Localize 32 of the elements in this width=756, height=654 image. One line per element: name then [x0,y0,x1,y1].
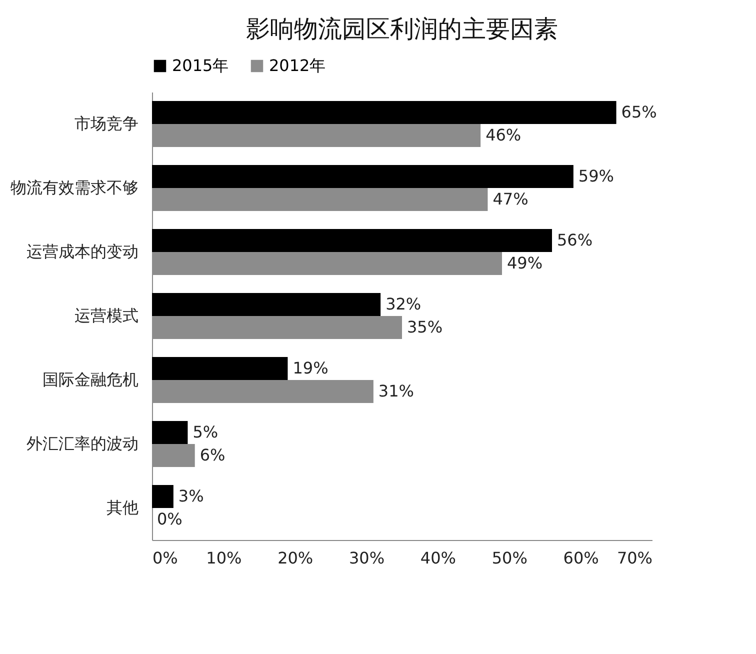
data-label: 32% [386,294,422,314]
y-tick-label: 运营成本的变动 [26,242,138,261]
x-tick-label: 20% [278,548,314,568]
data-label: 5% [192,422,218,442]
data-label: 65% [621,102,657,122]
x-tick-label: 10% [206,548,242,568]
y-tick-label: 物流有效需求不够 [10,178,138,197]
data-label: 6% [200,446,226,465]
legend-label: 2012年 [269,56,326,75]
y-tick-label: 市场竞争 [74,114,138,133]
x-tick-label: 0% [152,548,178,568]
y-tick-label: 运营模式 [74,306,138,325]
data-label: 31% [378,382,414,401]
data-label: 47% [492,190,528,209]
data-label: 35% [407,318,443,337]
data-label: 19% [292,358,328,378]
y-tick-label: 国际金融危机 [42,370,138,389]
data-label: 59% [578,166,614,186]
legend-label: 2015年 [172,56,229,75]
x-tick-label: 60% [563,548,599,568]
y-tick-label: 其他 [106,498,138,517]
data-label: 56% [557,230,593,250]
x-tick-label: 50% [492,548,528,568]
data-label: 49% [507,254,543,273]
x-tick-label: 40% [420,548,456,568]
x-tick-label: 30% [349,548,385,568]
y-tick-label: 外汇汇率的波动 [26,434,138,453]
data-label: 3% [178,486,204,506]
chart-title: 影响物流园区利润的主要因素 [246,15,558,43]
x-tick-label: 70% [616,548,652,568]
data-label: 0% [157,510,182,529]
data-label: 46% [486,126,522,145]
